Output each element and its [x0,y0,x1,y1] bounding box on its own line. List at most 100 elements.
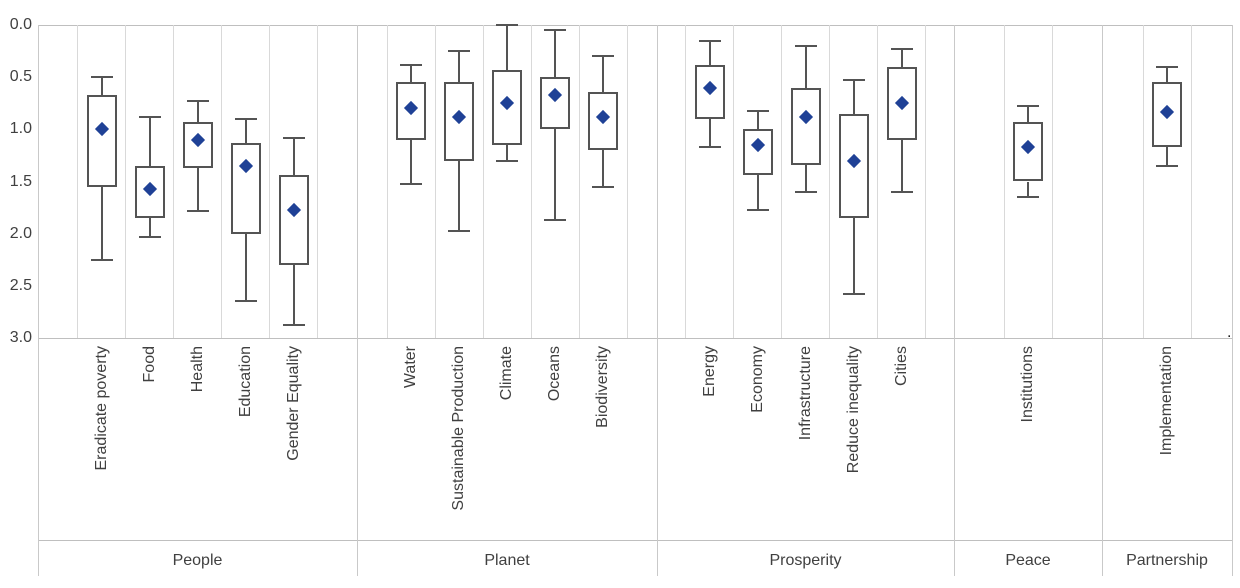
stray-dot: . [1227,324,1232,341]
category-gridline [386,25,388,338]
lower-whisker [900,139,903,192]
iqr-box [86,94,117,187]
category-gridline [877,25,878,338]
lower-whisker [554,129,556,221]
upper-whisker-cap [138,115,161,118]
y-axis-tick-label: 1.0 [9,120,32,138]
category-gridline [829,25,830,338]
lower-whisker [1027,181,1029,198]
upper-whisker-cap [186,100,209,103]
upper-whisker [1166,66,1168,83]
category-gridline [578,25,580,338]
y-axis-tick-label: 3.0 [9,329,32,346]
category-gridline [1142,25,1144,338]
upper-whisker-cap [544,29,566,32]
upper-whisker-cap [496,24,518,26]
upper-whisker-cap [1156,65,1178,68]
category-label: Health [188,346,206,393]
category-label: Climate [498,346,515,401]
lower-whisker [148,218,151,237]
category-label: Sustainable Production [450,346,467,511]
category-gridline [1051,25,1053,338]
upper-whisker-cap [282,136,305,139]
y-axis-tick-label: 2.0 [9,224,32,242]
upper-whisker-cap [234,117,257,120]
iqr-box [540,77,570,130]
group-separator [1101,25,1103,576]
category-band-divider [38,539,1232,541]
lower-whisker-cap [1156,164,1178,167]
category-gridline [221,25,222,338]
upper-whisker [506,25,508,70]
lower-whisker [804,164,807,192]
category-gridline [685,25,686,338]
lower-whisker-cap [496,159,518,162]
lower-whisker-cap [592,185,614,188]
upper-whisker [900,48,903,67]
category-label: Food [140,346,158,383]
iqr-box [1013,122,1043,182]
upper-whisker [554,30,556,78]
lower-whisker-cap [90,258,113,261]
group-label: Planet [484,552,530,569]
category-gridline [626,25,628,338]
lower-whisker-cap [448,229,470,232]
group-label: Prosperity [769,552,842,569]
group-label: Peace [1005,552,1051,569]
iqr-box [278,175,309,265]
category-gridline [434,25,436,338]
upper-whisker [410,64,412,83]
group-separator [37,25,39,576]
upper-whisker-cap [448,50,470,53]
category-gridline [1003,25,1005,338]
lower-whisker-cap [186,209,209,212]
y-axis-tick-label: 2.5 [9,276,32,294]
category-label: Water [402,346,419,389]
upper-whisker [708,40,711,65]
upper-whisker-cap [698,39,721,42]
lower-whisker-cap [698,146,721,149]
upper-whisker [852,80,855,114]
category-label: Implementation [1158,346,1175,456]
category-label: Oceans [546,346,563,402]
lower-whisker-cap [544,219,566,222]
category-gridline [781,25,782,338]
lower-whisker [756,175,759,210]
category-label: Education [236,346,254,418]
category-label: Economy [748,346,766,413]
lower-whisker [458,160,460,231]
upper-whisker [602,56,604,92]
lower-whisker-cap [1017,196,1039,199]
lower-whisker [196,167,199,211]
group-separator [953,25,955,576]
group-separator [656,25,658,576]
lower-whisker-cap [282,324,305,327]
category-gridline [530,25,532,338]
lower-whisker-cap [842,293,865,296]
category-label: Reduce inequality [844,346,862,474]
upper-whisker [100,77,103,95]
lower-whisker-cap [234,300,257,303]
category-gridline [125,25,126,338]
category-gridline [77,25,78,338]
upper-whisker-cap [794,44,817,47]
iqr-box [588,91,618,151]
upper-whisker [1027,106,1029,123]
x-axis-line [38,337,1232,339]
group-separator [356,25,358,576]
lower-whisker-cap [794,190,817,193]
category-gridline [173,25,174,338]
iqr-box [1152,82,1182,148]
lower-whisker-cap [890,190,913,193]
upper-whisker-cap [400,63,422,66]
iqr-box [742,129,773,176]
category-gridline [733,25,734,338]
lower-whisker-cap [400,182,422,185]
lower-whisker [292,264,295,326]
lower-whisker [708,118,711,148]
lower-whisker-cap [138,235,161,238]
lower-whisker [852,218,855,295]
category-gridline [482,25,484,338]
upper-whisker [196,101,199,123]
